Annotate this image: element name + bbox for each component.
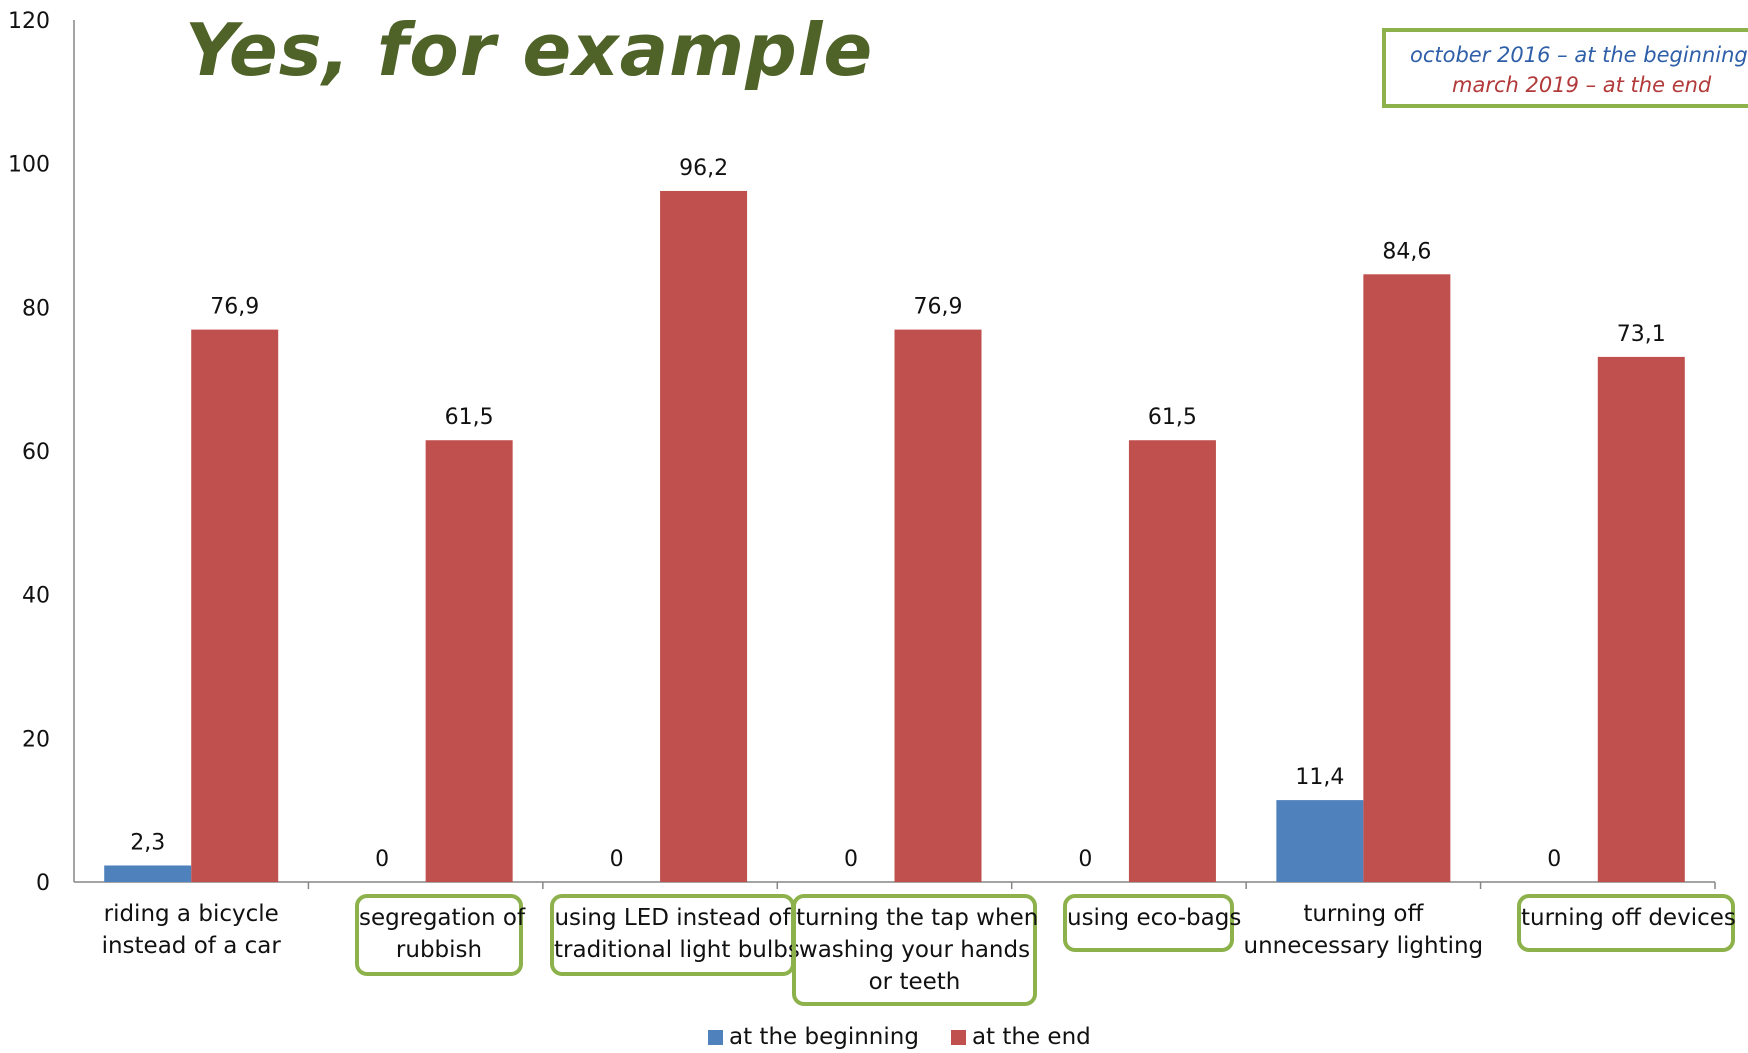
y-tick-label: 120: [8, 9, 50, 34]
bar-end: [660, 190, 748, 883]
legend: at the beginning at the end: [708, 1024, 1123, 1050]
y-tick-label: 80: [22, 296, 50, 321]
legend-item-end: at the end: [950, 1024, 1091, 1050]
x-category-label-line: riding a bicycle: [103, 901, 279, 927]
data-label-end: 61,5: [1148, 405, 1197, 430]
data-label-beginning: 0: [375, 847, 389, 872]
x-category-label: riding a bicycle instead of a car: [66, 898, 316, 962]
note-line-beginning: october 2016 – at the beginning: [1410, 43, 1748, 67]
data-label-beginning: 11,4: [1295, 765, 1344, 790]
y-tick-label: 20: [22, 727, 50, 752]
bar-end: [894, 329, 982, 882]
data-label-beginning: 0: [1547, 847, 1561, 872]
data-label-beginning: 0: [610, 847, 624, 872]
data-label-end: 73,1: [1617, 322, 1666, 347]
data-label-beginning: 0: [1078, 847, 1092, 872]
chart-title: Yes, for example: [185, 8, 874, 92]
legend-label-beginning: at the beginning: [729, 1024, 919, 1050]
x-category-label-line: turning off devices: [1521, 905, 1736, 931]
legend-swatch-beginning: [708, 1029, 723, 1045]
data-label-end: 76,9: [210, 295, 259, 320]
data-label-beginning: 0: [844, 847, 858, 872]
bar-beginning: [1276, 800, 1364, 882]
note-line-end: march 2019 – at the end: [1452, 73, 1712, 97]
data-label-end: 84,6: [1382, 239, 1431, 264]
legend-swatch-end: [950, 1029, 966, 1045]
bar-end: [425, 440, 513, 882]
x-category-label-line: turning off: [1303, 901, 1424, 927]
x-category-label-line: washing your hands: [798, 937, 1031, 963]
x-category-label: segregation of rubbish: [355, 894, 526, 976]
y-tick-label: 60: [22, 440, 50, 465]
x-category-label: turning the tap when washing your hands or…: [792, 894, 1039, 1006]
y-tick-label: 40: [22, 584, 50, 609]
y-tick-label: 100: [8, 153, 50, 178]
legend-label-end: at the end: [971, 1024, 1091, 1050]
x-category-label-line: traditional light bulbs: [554, 937, 800, 963]
y-tick-label: 0: [36, 871, 50, 896]
x-category-label: using eco-bags: [1063, 894, 1242, 952]
x-category-label: turning off unnecessary lighting: [1238, 898, 1488, 962]
bar-end: [1363, 274, 1451, 882]
bar-end: [191, 329, 279, 882]
bar-beginning: [104, 865, 192, 882]
x-category-label: using LED instead of traditional light bu…: [550, 894, 800, 976]
date-note-box: october 2016 – at the beginning march 20…: [1382, 28, 1748, 108]
x-category-label-line: instead of a car: [101, 933, 281, 959]
legend-item-beginning: at the beginning: [708, 1024, 919, 1050]
data-label-end: 61,5: [445, 405, 494, 430]
x-category-label: turning off devices: [1517, 894, 1736, 952]
bar-end: [1128, 440, 1216, 882]
x-category-label-line: segregation of: [359, 905, 526, 931]
x-category-label-line: using eco-bags: [1067, 905, 1242, 931]
data-label-end: 76,9: [914, 295, 963, 320]
x-category-label-line: rubbish: [395, 937, 483, 963]
x-category-label-line: using LED instead of: [554, 905, 791, 931]
x-category-label-line: unnecessary lighting: [1243, 933, 1484, 959]
data-label-end: 96,2: [679, 156, 728, 181]
x-category-label-line: turning the tap when: [796, 905, 1039, 931]
x-category-label-line: or teeth: [868, 969, 961, 995]
bar-end: [1597, 356, 1685, 883]
data-label-beginning: 2,3: [130, 830, 165, 855]
